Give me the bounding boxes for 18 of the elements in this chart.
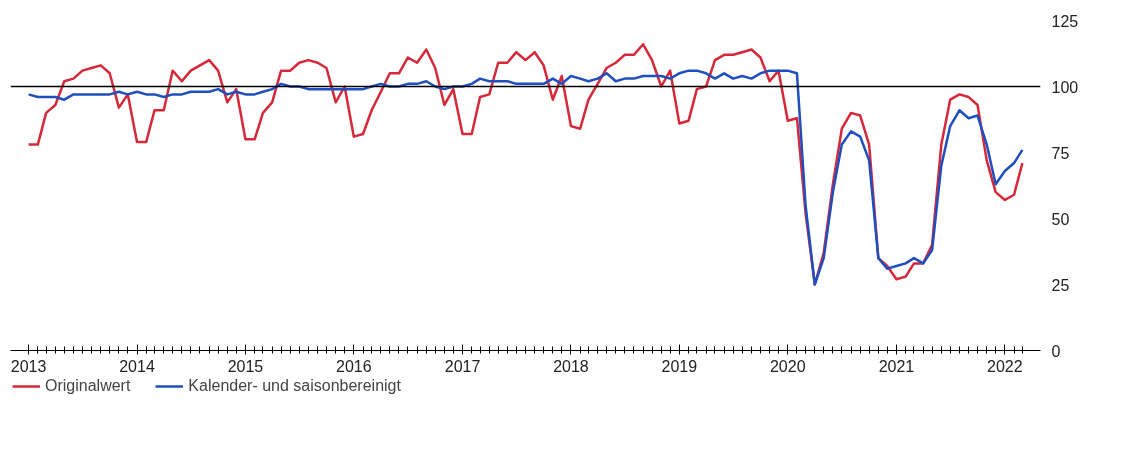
x-tick-label: 2021 xyxy=(878,357,915,375)
y-tick-label: 125 xyxy=(1051,12,1079,30)
x-tick-label: 2017 xyxy=(444,357,481,375)
x-tick-label: 2020 xyxy=(769,357,806,375)
x-tick-label: 2016 xyxy=(336,357,372,375)
x-tick-label: 2018 xyxy=(553,357,589,375)
x-tick-label: 2014 xyxy=(119,357,155,375)
x-tick-label: 2022 xyxy=(987,357,1023,375)
legend-label: Kalender- und saisonbereinigt xyxy=(188,377,401,395)
y-tick-label: 0 xyxy=(1051,342,1061,360)
y-tick-label: 75 xyxy=(1051,144,1070,162)
x-tick-label: 2019 xyxy=(661,357,698,375)
x-tick-label: 2015 xyxy=(227,357,264,375)
y-tick-label: 50 xyxy=(1051,210,1070,228)
x-tick-label: 2013 xyxy=(10,357,47,375)
y-tick-label: 100 xyxy=(1051,78,1079,96)
y-tick-label: 25 xyxy=(1051,276,1070,294)
legend-label: Originalwert xyxy=(45,377,131,395)
